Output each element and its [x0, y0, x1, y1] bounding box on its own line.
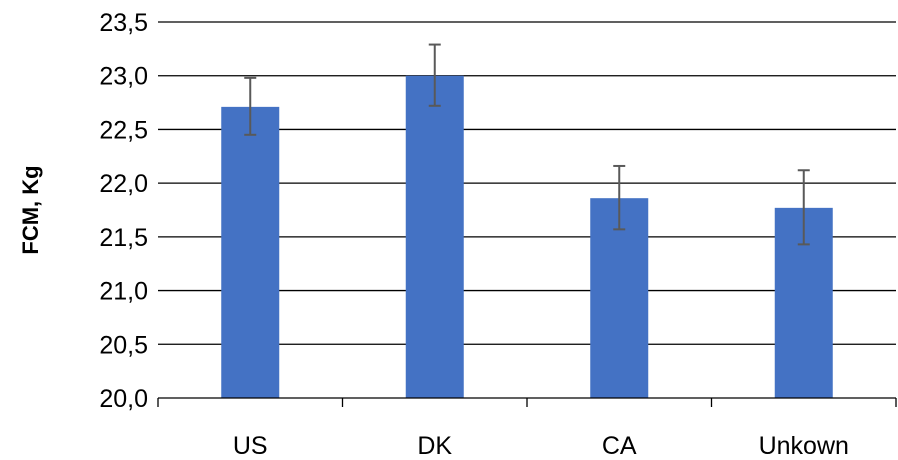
x-tick-label: DK [417, 432, 452, 460]
y-tick-labels: 20,0 20,5 21,0 21,5 22,0 22,5 23,0 23,5 [99, 9, 148, 413]
y-tick-label: 22,0 [99, 170, 148, 198]
bars [221, 75, 833, 399]
bar-ca [590, 198, 649, 398]
error-bars [244, 43, 810, 246]
y-tick-label: 23,5 [99, 9, 148, 37]
y-tick-label: 21,0 [99, 278, 148, 306]
bar-us [221, 106, 280, 399]
y-tick-label: 20,5 [99, 331, 148, 359]
y-tick-label: 22,5 [99, 116, 148, 144]
y-axis-title: FCM, Kg [18, 165, 43, 254]
x-tick-label: Unkown [759, 432, 849, 460]
bar-dk [405, 75, 464, 398]
x-tick-label: US [233, 432, 268, 460]
y-tick-label: 20,0 [99, 385, 148, 413]
axes [157, 397, 897, 407]
y-tick-label: 23,0 [99, 63, 148, 91]
gridlines [158, 21, 896, 345]
y-tick-label: 21,5 [99, 224, 148, 252]
x-tick-label: CA [602, 432, 637, 460]
x-tick-labels: US DK CA Unkown [233, 432, 849, 460]
